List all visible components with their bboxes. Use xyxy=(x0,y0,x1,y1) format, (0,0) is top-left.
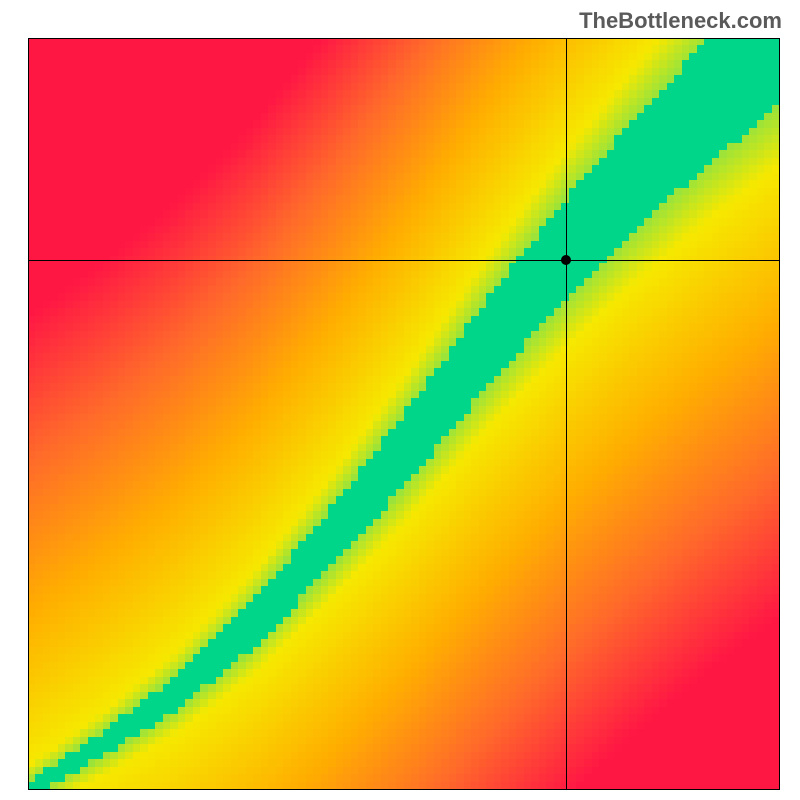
crosshair-vertical xyxy=(566,38,567,790)
heatmap-canvas xyxy=(28,38,780,790)
bottleneck-heatmap xyxy=(28,38,780,790)
watermark-text: TheBottleneck.com xyxy=(579,8,782,34)
crosshair-horizontal xyxy=(28,260,780,261)
crosshair-marker xyxy=(561,255,571,265)
